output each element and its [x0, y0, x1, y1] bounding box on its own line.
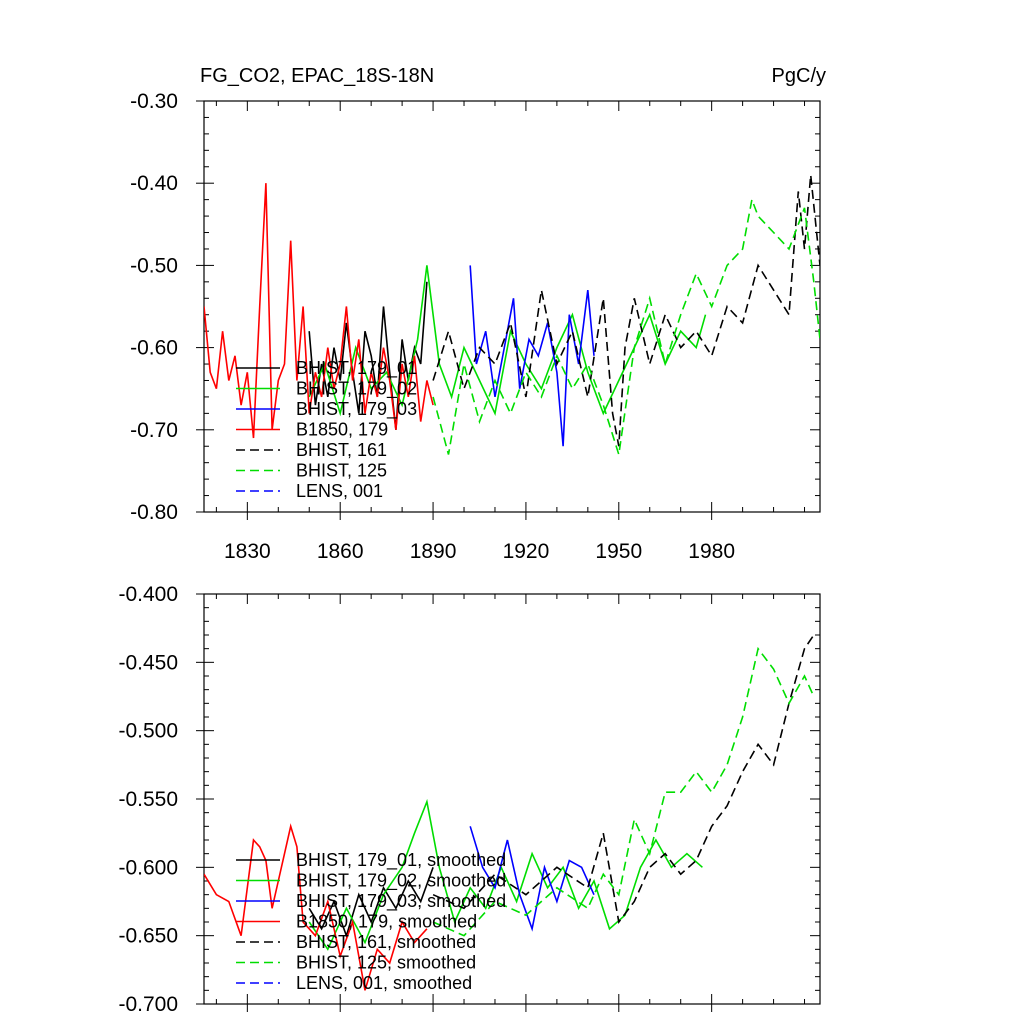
bottom-panel: -0.700 -0.650 -0.600 -0.550 -0.500 -0.450 -0.4…: [118, 583, 821, 1016]
legend-label: BHIST, 179_02, smoothed: [296, 871, 506, 892]
series-line: [308, 281, 428, 430]
x-tick-label: 1860: [317, 540, 364, 563]
legend-label: BHIST, 179_01, smoothed: [296, 850, 506, 871]
x-tick-label: 1980: [688, 540, 735, 563]
series-line: [308, 798, 703, 951]
units-label: PgC/y: [772, 65, 826, 87]
y-tick-label: -0.30: [130, 90, 178, 113]
legend-label: LENS, 001: [296, 481, 383, 501]
x-tick-label: 1830: [224, 540, 271, 563]
legend-label: B1850, 179, smoothed: [296, 912, 477, 932]
y-tick-label: -0.50: [130, 254, 178, 277]
legend-label: BHIST, 179_03: [296, 399, 417, 420]
legend-label: BHIST, 161, smoothed: [296, 932, 476, 952]
legend-label: B1850, 179: [296, 420, 388, 440]
y-tick-label: -0.60: [130, 337, 178, 360]
x-tick-label: 1920: [503, 540, 550, 563]
legend-label: BHIST, 125: [296, 461, 387, 481]
x-tick-label: 1950: [595, 540, 642, 563]
series-line: [432, 196, 820, 455]
y-tick-label: -0.550: [118, 788, 178, 811]
series-line: [204, 823, 428, 991]
legend-label: BHIST, 179_01: [296, 358, 417, 379]
legend-label: LENS, 001, smoothed: [296, 973, 472, 993]
y-tick-label: -0.650: [118, 925, 178, 948]
legend-label: BHIST, 161: [296, 440, 387, 460]
y-tick-label: -0.40: [130, 172, 178, 195]
y-tick-label: -0.450: [118, 651, 178, 674]
y-tick-label: -0.700: [118, 993, 178, 1016]
series-line: [469, 826, 595, 932]
top-panel: 1830 1860 1890 1920 1950 1980 -0.80 -0.70 -0.60 -…: [130, 90, 821, 563]
series-line: [432, 646, 815, 937]
legend-label: BHIST, 125, smoothed: [296, 953, 476, 973]
y-tick-label: -0.80: [130, 501, 178, 524]
y-tick-label: -0.600: [118, 856, 178, 879]
y-tick-label: -0.400: [118, 583, 178, 606]
x-tick-label: 1890: [410, 540, 457, 563]
legend-label: BHIST, 179_02: [296, 379, 417, 400]
series-line: [432, 634, 815, 924]
series-line: [432, 174, 820, 447]
y-tick-label: -0.500: [118, 720, 178, 743]
series-line: [204, 183, 434, 439]
legend-label: BHIST, 179_03, smoothed: [296, 891, 506, 912]
series-group: [204, 634, 815, 991]
y-tick-label: -0.70: [130, 419, 178, 442]
chart-title: FG_CO2, EPAC_18S-18N: [200, 65, 434, 87]
series-group: [204, 174, 820, 455]
